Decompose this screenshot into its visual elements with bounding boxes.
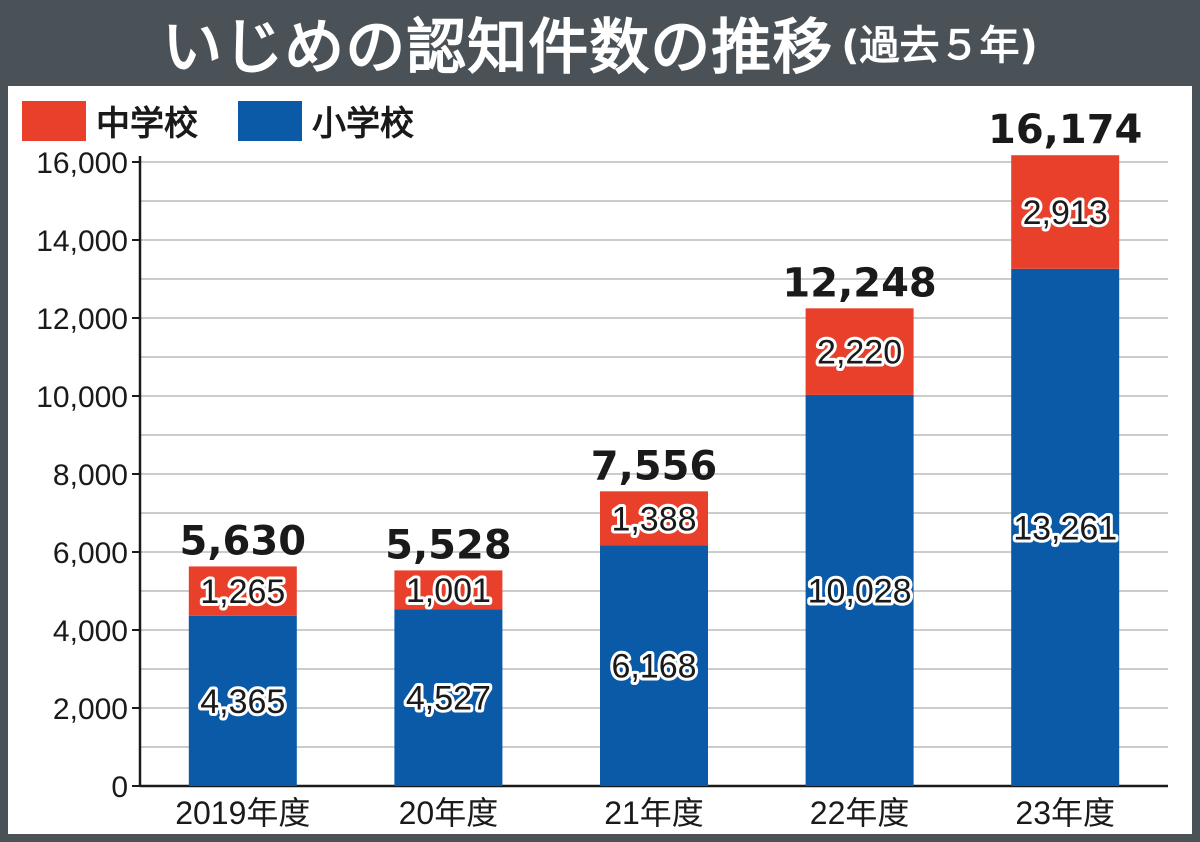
bar-elementary-school xyxy=(805,394,914,786)
y-tick-label: 14,000 xyxy=(36,225,128,258)
data-label-elementary-school: 4,527 xyxy=(406,680,491,718)
y-tick-label: 6,000 xyxy=(53,537,128,570)
x-category-label: 2019年度 xyxy=(175,795,310,831)
bar-middle-school xyxy=(1011,155,1120,269)
x-category-label: 23年度 xyxy=(1015,795,1115,831)
bar-elementary-school xyxy=(600,545,708,786)
total-label: 5,528 xyxy=(385,522,512,568)
stacked-bar-chart: 0 2,000 4,000 6,000 8,000 10,000 12,000 14,000 1… xyxy=(36,107,1168,831)
data-label-middle-school: 1,388 xyxy=(611,500,696,538)
chart-panel: 0 2,000 4,000 6,000 8,000 10,000 12,000 14,000 1… xyxy=(8,86,1192,834)
total-label: 16,174 xyxy=(988,107,1142,153)
legend-swatch-middle-school xyxy=(22,100,86,141)
data-label-middle-school: 2,913 xyxy=(1023,194,1108,232)
data-label-elementary-school: 4,365 xyxy=(200,683,285,721)
chart-subtitle: (過去５年) xyxy=(841,23,1038,69)
data-label-elementary-school: 6,168 xyxy=(611,648,696,686)
bar-middle-school xyxy=(805,308,914,395)
x-category-label: 22年度 xyxy=(810,795,910,831)
x-category-label: 20年度 xyxy=(399,795,499,831)
title-bar: いじめの認知件数の推移 (過去５年) xyxy=(0,0,1200,84)
legend-label-middle-school: 中学校 xyxy=(96,104,198,144)
bar-elementary-school xyxy=(1011,268,1120,786)
data-label-elementary-school: 10,028 xyxy=(808,572,912,610)
bar-elementary-school xyxy=(188,615,297,786)
legend-label-elementary-school: 小学校 xyxy=(312,104,414,144)
total-label: 7,556 xyxy=(591,443,718,489)
y-tick-label: 16,000 xyxy=(36,147,128,180)
data-label-middle-school: 2,220 xyxy=(817,334,902,372)
total-label: 12,248 xyxy=(782,260,936,306)
total-label: 5,630 xyxy=(180,518,307,564)
chart-title: いじめの認知件数の推移 xyxy=(162,12,834,83)
data-label-middle-school: 1,001 xyxy=(406,572,491,610)
y-tick-label: 4,000 xyxy=(53,615,128,648)
bar-middle-school xyxy=(394,570,503,610)
y-tick-label: 12,000 xyxy=(36,303,128,336)
bar-middle-school xyxy=(188,566,297,616)
legend-item-elementary-school: 小学校 xyxy=(238,96,414,145)
y-tick-label: 2,000 xyxy=(53,693,128,726)
data-label-middle-school: 1,265 xyxy=(200,573,285,611)
y-tick-label: 8,000 xyxy=(53,459,128,492)
y-tick-label: 0 xyxy=(111,771,128,804)
y-tick-label: 10,000 xyxy=(36,381,128,414)
data-label-elementary-school: 13,261 xyxy=(1013,509,1117,547)
legend-swatch-elementary-school xyxy=(238,100,302,141)
bar-elementary-school xyxy=(394,609,503,786)
x-category-label: 21年度 xyxy=(604,795,704,831)
legend-item-middle-school: 中学校 xyxy=(22,96,198,145)
bar-middle-school xyxy=(600,491,708,546)
